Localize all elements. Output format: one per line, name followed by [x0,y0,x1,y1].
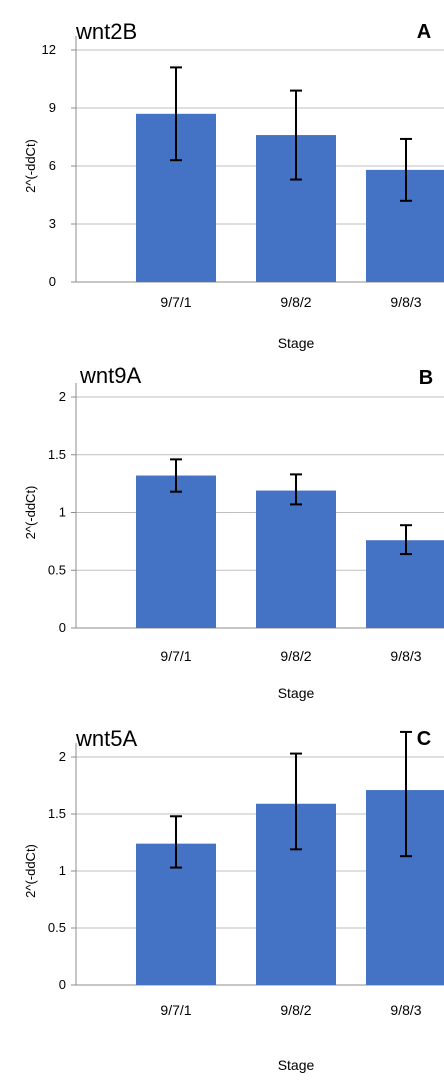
y-tick-label: 3 [49,216,56,231]
x-axis-label: Stage [278,335,315,351]
x-tick-label: 9/8/3 [390,294,421,310]
chart-panel-a: 0 3 6 9 12 9/7/1 9/8/2 9/8/3 Stage 2^(-ddCt) wnt2B… [23,19,444,351]
x-tick-label: 9/7/1 [160,1002,191,1018]
y-tick-label: 0 [59,977,66,992]
panel-letter: B [419,367,433,389]
x-axis-label: Stage [278,1057,315,1073]
x-tick-label: 9/7/1 [160,648,191,664]
y-tick-label: 2 [59,749,66,764]
panel-letter: C [417,728,431,750]
x-tick-label: 9/8/2 [280,648,311,664]
y-tick-label: 0.5 [48,920,66,935]
x-tick-label: 9/7/1 [160,294,191,310]
y-axis-label: 2^(-ddCt) [23,844,38,898]
y-tick-label: 0 [49,274,56,289]
y-tick-label: 1 [59,863,66,878]
x-tick-label: 9/8/2 [280,1002,311,1018]
chart-title: wnt5A [75,726,137,751]
y-tick-label: 2 [59,389,66,404]
y-axis-label: 2^(-ddCt) [23,139,38,193]
x-tick-label: 9/8/3 [390,1002,421,1018]
chart-panel-c: 0 0.5 1 1.5 2 9/7/1 9/8/2 9/8/3 Stage 2^(-ddCt) wn… [23,726,444,1073]
y-tick-label: 1.5 [48,447,66,462]
x-tick-label: 9/8/2 [280,294,311,310]
chart-panel-b: 0 0.5 1 1.5 2 9/7/1 9/8/2 9/8/3 Stage 2^(-ddCt) wn… [23,363,444,701]
x-axis-label: Stage [278,685,315,701]
bar-9-8-2 [256,490,336,628]
y-tick-label: 12 [42,42,56,57]
y-tick-label: 1 [59,505,66,520]
panel-letter: A [417,21,431,43]
y-tick-label: 0 [59,620,66,635]
y-tick-label: 1.5 [48,806,66,821]
bar-9-7-1 [136,475,216,628]
y-axis-label: 2^(-ddCt) [23,486,38,540]
y-tick-label: 9 [49,100,56,115]
chart-title: wnt2B [75,19,137,44]
y-tick-label: 0.5 [48,562,66,577]
x-tick-label: 9/8/3 [390,648,421,664]
y-tick-label: 6 [49,158,56,173]
chart-title: wnt9A [79,363,141,388]
